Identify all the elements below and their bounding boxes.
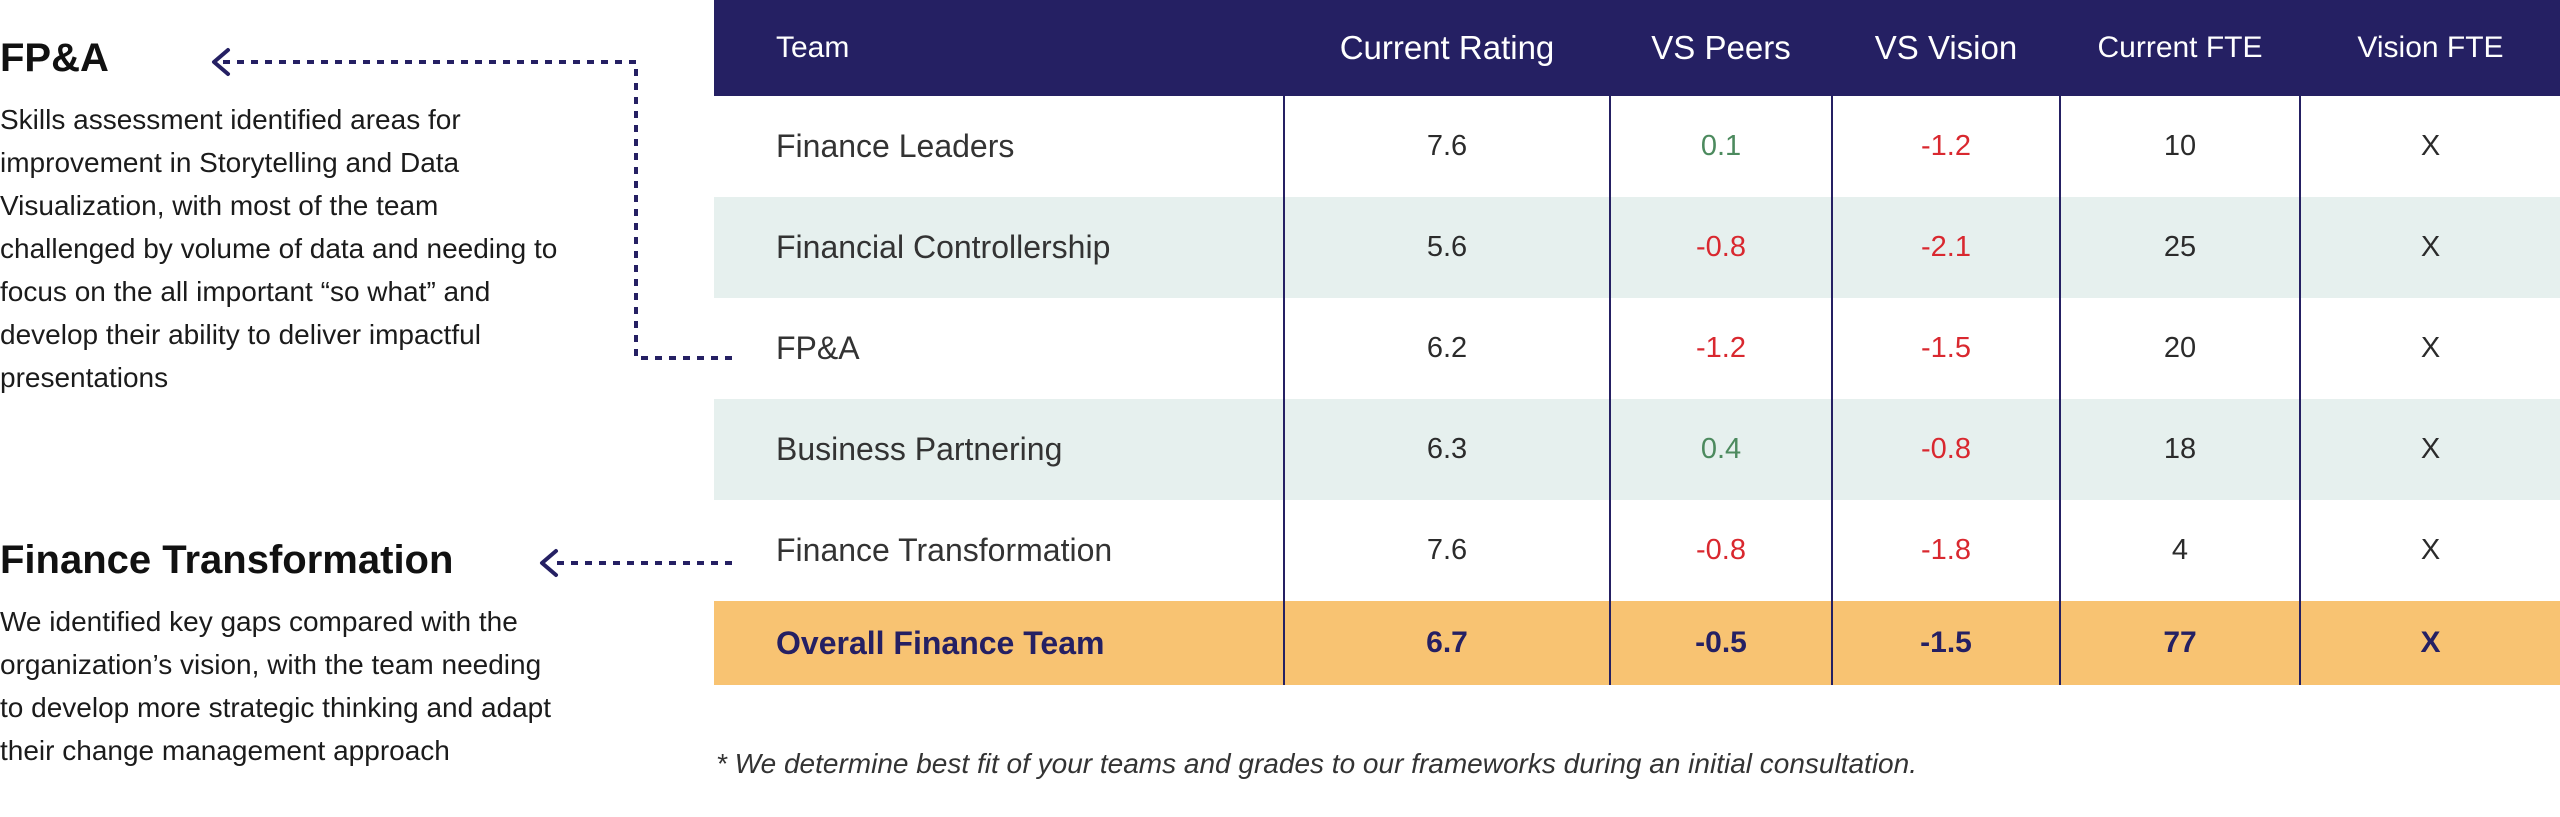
total-current-rating: 6.7	[1283, 601, 1610, 685]
cell-current-rating: 5.6	[1283, 197, 1610, 298]
cell-vision-fte: X	[2299, 197, 2560, 298]
cell-current-fte: 20	[2059, 298, 2300, 399]
callout-finance-transformation: Finance Transformation We identified key…	[0, 538, 560, 772]
callout-fpa: FP&A Skills assessment identified areas …	[0, 36, 560, 399]
cell-vs-vision: -1.2	[1831, 96, 2060, 197]
header-team: Team	[714, 0, 1284, 96]
cell-vs-peers: 0.1	[1609, 96, 1832, 197]
table-header-row: Team Current Rating VS Peers VS Vision C…	[714, 0, 2560, 96]
footnote: * We determine best fit of your teams an…	[716, 748, 1917, 779]
cell-vs-vision: -1.8	[1831, 500, 2060, 601]
header-current-rating: Current Rating	[1283, 0, 1610, 96]
table-row: Financial Controllership 5.6 -0.8 -2.1 2…	[714, 197, 2560, 298]
cell-vs-vision: -2.1	[1831, 197, 2060, 298]
ft-arrowhead-icon	[540, 549, 558, 577]
cell-vs-vision: -1.5	[1831, 298, 2060, 399]
cell-current-fte: 25	[2059, 197, 2300, 298]
table-row: Finance Transformation 7.6 -0.8 -1.8 4 X	[714, 500, 2560, 601]
cell-current-fte: 10	[2059, 96, 2300, 197]
cell-vs-peers: -1.2	[1609, 298, 1832, 399]
cell-vision-fte: X	[2299, 298, 2560, 399]
total-current-fte: 77	[2059, 601, 2300, 685]
header-vision-fte: Vision FTE	[2299, 0, 2560, 96]
header-vs-peers: VS Peers	[1609, 0, 1832, 96]
header-current-fte: Current FTE	[2059, 0, 2300, 96]
cell-current-rating: 6.2	[1283, 298, 1610, 399]
callout-ft-text: We identified key gaps compared with the…	[0, 606, 552, 766]
cell-vision-fte: X	[2299, 399, 2560, 500]
cell-team: Finance Transformation	[776, 532, 1113, 568]
team-ratings-table: Team Current Rating VS Peers VS Vision C…	[714, 0, 2560, 685]
cell-vs-peers: -0.8	[1609, 197, 1832, 298]
cell-current-rating: 7.6	[1283, 500, 1610, 601]
callout-fpa-text: Skills assessment identified areas for i…	[0, 104, 558, 393]
fpa-connector-line	[222, 60, 732, 360]
cell-current-rating: 7.6	[1283, 96, 1610, 197]
header-vs-vision: VS Vision	[1831, 0, 2060, 96]
cell-team: Financial Controllership	[714, 197, 1284, 298]
callout-ft-title: Finance Transformation	[0, 538, 454, 582]
table-total-row: Overall Finance Team 6.7 -0.5 -1.5 77 X	[714, 601, 2560, 685]
cell-team: Finance Leaders	[776, 128, 1015, 164]
cell-team: Business Partnering	[714, 399, 1284, 500]
cell-vs-peers: 0.4	[1609, 399, 1832, 500]
cell-vision-fte: X	[2299, 96, 2560, 197]
cell-vision-fte: X	[2299, 500, 2560, 601]
cell-team: FP&A	[776, 330, 860, 366]
cell-current-rating: 6.3	[1283, 399, 1610, 500]
cell-vs-peers: -0.8	[1609, 500, 1832, 601]
fpa-arrowhead-icon	[212, 48, 230, 76]
table-row: Finance Leaders 7.6 0.1 -1.2 10 X	[714, 96, 2560, 197]
cell-current-fte: 4	[2059, 500, 2300, 601]
table-row: FP&A 6.2 -1.2 -1.5 20 X	[714, 298, 2560, 399]
total-team: Overall Finance Team	[714, 601, 1284, 685]
total-vision-fte: X	[2299, 601, 2560, 685]
total-vs-vision: -1.5	[1831, 601, 2060, 685]
cell-vs-vision: -0.8	[1831, 399, 2060, 500]
cell-current-fte: 18	[2059, 399, 2300, 500]
table-row: Business Partnering 6.3 0.4 -0.8 18 X	[714, 399, 2560, 500]
callout-fpa-title: FP&A	[0, 36, 109, 80]
total-vs-peers: -0.5	[1609, 601, 1832, 685]
team-ratings-table-container: Team Current Rating VS Peers VS Vision C…	[714, 0, 2560, 685]
